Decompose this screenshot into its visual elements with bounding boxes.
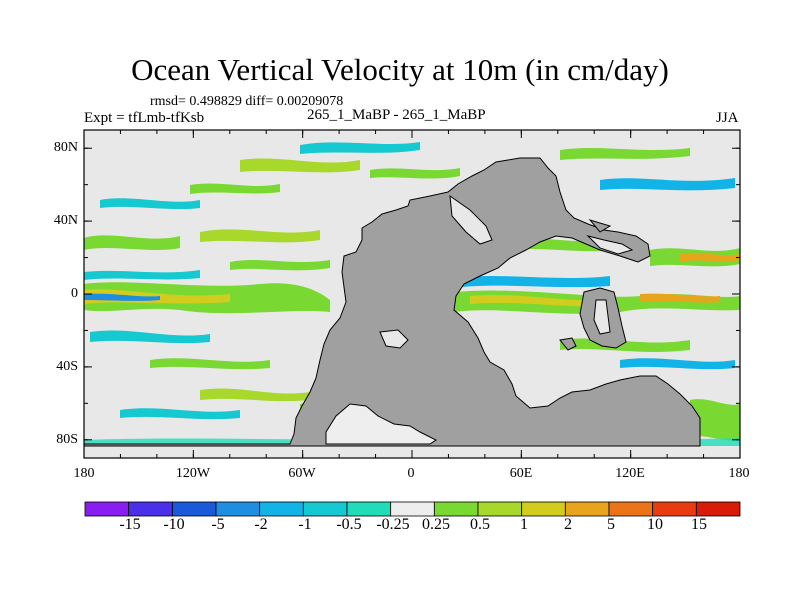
contour-band bbox=[200, 388, 310, 402]
contour-band bbox=[600, 178, 735, 191]
colorbar-swatch bbox=[302, 501, 348, 517]
contour-band bbox=[454, 276, 610, 288]
colorbar-label: -10 bbox=[163, 516, 185, 533]
colorbar-label: 0.25 bbox=[422, 516, 450, 533]
colorbar bbox=[84, 501, 741, 517]
contour-band bbox=[84, 235, 180, 250]
contour-band bbox=[620, 358, 735, 370]
lon-tick-label: 60W bbox=[288, 466, 316, 481]
velocity-field bbox=[84, 142, 740, 446]
contour-band bbox=[90, 330, 210, 344]
chart-title: Ocean Vertical Velocity at 10m (in cm/da… bbox=[131, 52, 669, 87]
colorbar-swatch bbox=[695, 501, 741, 517]
island-lake bbox=[593, 299, 611, 335]
colorbar-swatch bbox=[433, 501, 479, 517]
colorbar-label: 2 bbox=[564, 516, 572, 533]
map-area bbox=[84, 130, 740, 458]
island bbox=[559, 337, 577, 351]
contour-band bbox=[150, 358, 270, 370]
contour-band bbox=[120, 408, 240, 420]
stats-text: rmsd= 0.498829 diff= 0.00209078 bbox=[150, 94, 344, 109]
colorbar-label: -0.25 bbox=[376, 516, 410, 533]
lon-tick-label: 0 bbox=[407, 466, 415, 481]
lon-tick-label: 60E bbox=[509, 466, 533, 481]
colorbar-swatch bbox=[652, 501, 697, 517]
contour-band bbox=[680, 252, 740, 262]
colorbar-label: 1 bbox=[520, 516, 528, 533]
run-label: 265_1_MaBP - 265_1_MaBP bbox=[307, 107, 486, 123]
colorbar-label: -1 bbox=[298, 516, 312, 533]
colorbar-label: 0.5 bbox=[470, 516, 490, 533]
lat-tick-label: 80N bbox=[53, 140, 78, 155]
lat-tick-label: 40S bbox=[56, 359, 78, 374]
contour-band bbox=[240, 158, 360, 173]
season-label: JJA bbox=[716, 110, 739, 126]
contour-band bbox=[470, 295, 600, 307]
contour-band bbox=[640, 293, 720, 303]
contour-band bbox=[300, 142, 420, 154]
lon-tick-label: 120E bbox=[615, 466, 645, 481]
inland-sea bbox=[586, 235, 634, 255]
island bbox=[588, 219, 612, 233]
contour-band bbox=[84, 293, 160, 301]
colorbar-swatch bbox=[259, 501, 304, 517]
contour-band bbox=[690, 399, 740, 441]
axis-ticks bbox=[83, 130, 741, 458]
contour-band bbox=[370, 168, 460, 179]
colorbar-swatch bbox=[171, 501, 217, 517]
colorbar-label: 5 bbox=[607, 516, 615, 533]
colorbar-label: -15 bbox=[119, 516, 141, 533]
colorbar-label: 15 bbox=[691, 516, 707, 533]
colorbar-swatch bbox=[608, 501, 654, 517]
colorbar-swatch bbox=[390, 501, 435, 517]
contour-band bbox=[100, 198, 200, 210]
contour-band bbox=[230, 260, 330, 271]
colorbar-swatch bbox=[521, 501, 566, 517]
colorbar-label: -2 bbox=[254, 516, 268, 533]
colorbar-swatch bbox=[128, 501, 173, 517]
colorbar-swatch bbox=[215, 501, 261, 517]
colorbar-swatch bbox=[346, 501, 392, 517]
lon-tick-label: 120W bbox=[175, 466, 211, 481]
colorbar-label: 10 bbox=[647, 516, 663, 533]
land-masses bbox=[84, 157, 701, 447]
colorbar-swatch bbox=[84, 501, 130, 517]
contour-band bbox=[200, 229, 320, 243]
colorbar-swatch bbox=[477, 501, 523, 517]
contour-band bbox=[84, 270, 200, 280]
inland-sea bbox=[449, 194, 493, 245]
colorbar-label: -5 bbox=[211, 516, 225, 533]
experiment-label: Expt = tfLmb-tfKsb bbox=[84, 110, 205, 126]
colorbar-swatch bbox=[564, 501, 610, 517]
ice-shelf bbox=[325, 403, 437, 445]
land-mass bbox=[84, 157, 701, 447]
lon-tick-label: 180 bbox=[728, 466, 750, 481]
contour-band bbox=[560, 148, 690, 160]
lat-tick-label: 80S bbox=[56, 432, 78, 447]
lat-tick-label: 0 bbox=[71, 286, 78, 301]
contour-band bbox=[560, 338, 690, 352]
lon-tick-label: 180 bbox=[73, 466, 95, 481]
contour-band bbox=[190, 183, 280, 194]
inland-sea bbox=[379, 329, 409, 349]
lat-tick-label: 40N bbox=[53, 213, 78, 228]
colorbar-label: -0.5 bbox=[336, 516, 362, 533]
